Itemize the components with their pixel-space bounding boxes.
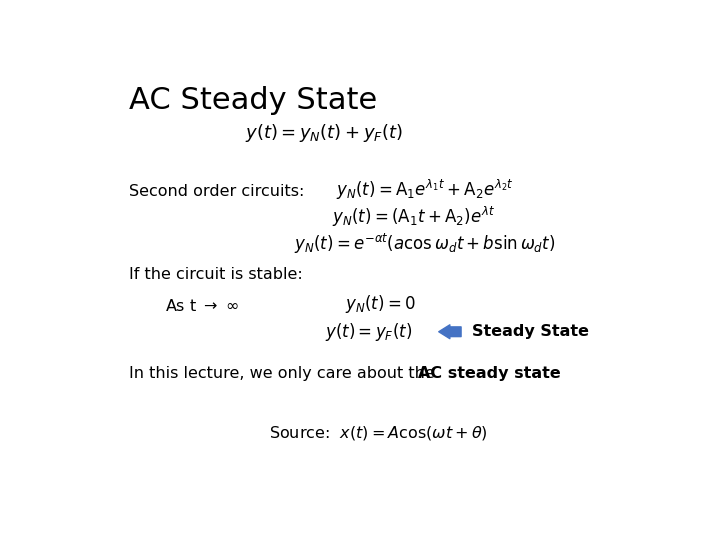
Text: $y(t)= y_F(t)$: $y(t)= y_F(t)$ [325,321,413,343]
FancyArrowPatch shape [438,325,461,339]
Text: $y_N(t)= e^{-\alpha t}(a\cos\omega_d t + b\sin\omega_d t)$: $y_N(t)= e^{-\alpha t}(a\cos\omega_d t +… [294,232,556,256]
Text: AC Steady State: AC Steady State [129,85,377,114]
Text: $y_N(t)= \mathrm{A}_1 e^{\lambda_1 t} + \mathrm{A}_2 e^{\lambda_2 t}$: $y_N(t)= \mathrm{A}_1 e^{\lambda_1 t} + … [336,177,513,202]
Text: As t $\rightarrow$ $\infty$: As t $\rightarrow$ $\infty$ [165,298,238,314]
Text: Steady State: Steady State [472,324,589,339]
Text: Second order circuits:: Second order circuits: [129,184,305,199]
Text: AC steady state: AC steady state [418,366,560,381]
Text: $y_N(t)= (\mathrm{A}_1 t + \mathrm{A}_2)e^{\lambda t}$: $y_N(t)= (\mathrm{A}_1 t + \mathrm{A}_2)… [332,204,495,229]
Text: In this lecture, we only care about the: In this lecture, we only care about the [129,366,440,381]
Text: If the circuit is stable:: If the circuit is stable: [129,267,303,282]
Text: $y(t)= y_N(t)+ y_F(t)$: $y(t)= y_N(t)+ y_F(t)$ [246,123,403,144]
Text: Source:  $x(t)= A\cos(\omega t + \theta)$: Source: $x(t)= A\cos(\omega t + \theta)$ [269,424,487,442]
Text: $y_N(t)= 0$: $y_N(t)= 0$ [345,293,415,315]
